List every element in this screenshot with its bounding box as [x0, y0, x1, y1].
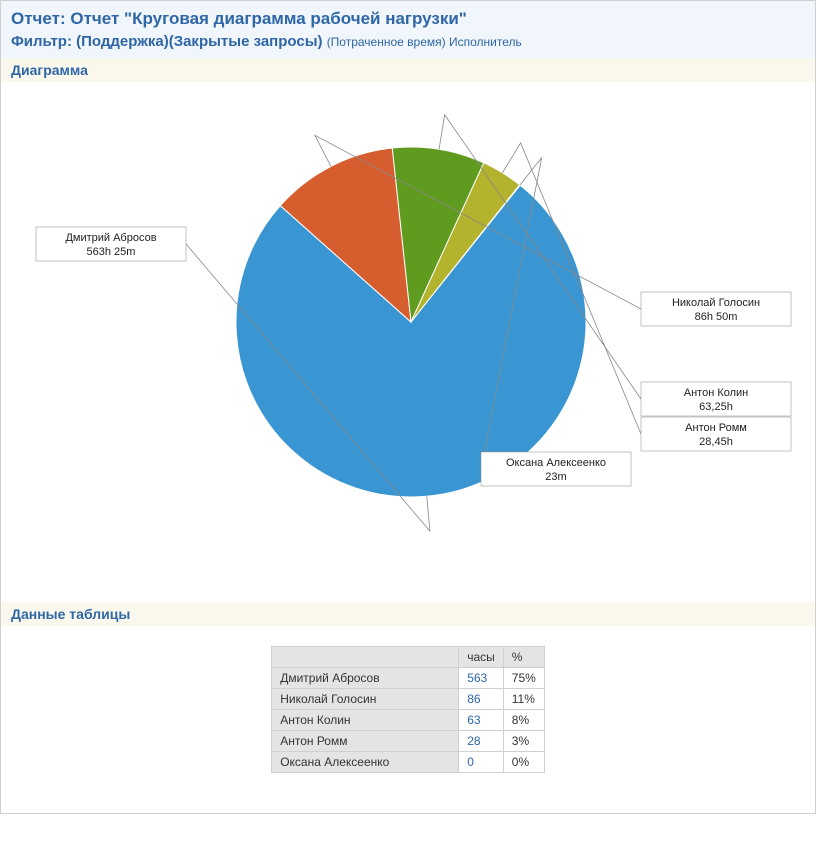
report-page: Отчет: Отчет "Круговая диаграмма рабочей… — [0, 0, 816, 814]
pie-chart: Дмитрий Абросов 563h 25m Николай Голосин 86… — [11, 92, 811, 592]
callout-name-romm: Антон Ромм — [685, 422, 747, 434]
callout-name-kolin: Антон Колин — [684, 387, 749, 399]
col-name — [272, 647, 459, 668]
hours-link[interactable]: 0 — [467, 755, 474, 769]
hours-link[interactable]: 86 — [467, 692, 480, 706]
col-pct: % — [503, 647, 544, 668]
table-row: Дмитрий Абросов 563 75% — [272, 668, 545, 689]
col-hours: часы — [459, 647, 504, 668]
table-row: Антон Колин 63 8% — [272, 710, 545, 731]
cell-pct: 75% — [503, 668, 544, 689]
section-chart-heading: Диаграмма — [1, 58, 815, 82]
hours-link[interactable]: 563 — [467, 671, 487, 685]
hours-link[interactable]: 28 — [467, 734, 480, 748]
chart-area: Дмитрий Абросов 563h 25m Николай Голосин 86… — [1, 82, 815, 602]
table-area: часы % Дмитрий Абросов56375%Николай Голо… — [1, 626, 815, 813]
report-title: Отчет: Отчет "Круговая диаграмма рабочей… — [11, 9, 805, 29]
hours-link[interactable]: 63 — [467, 713, 480, 727]
cell-name: Оксана Алексеенко — [272, 752, 459, 773]
table-row: Антон Ромм 28 3% — [272, 731, 545, 752]
cell-hours: 63 — [459, 710, 504, 731]
cell-hours: 0 — [459, 752, 504, 773]
cell-hours: 28 — [459, 731, 504, 752]
cell-name: Антон Ромм — [272, 731, 459, 752]
cell-hours: 563 — [459, 668, 504, 689]
cell-name: Дмитрий Абросов — [272, 668, 459, 689]
callout-name-oksana: Оксана Алексеенко — [506, 457, 606, 469]
cell-pct: 11% — [503, 689, 544, 710]
report-filter: Фильтр: (Поддержка)(Закрытые запросы) (П… — [11, 33, 805, 50]
cell-pct: 0% — [503, 752, 544, 773]
table-row: Николай Голосин 86 11% — [272, 689, 545, 710]
report-header: Отчет: Отчет "Круговая диаграмма рабочей… — [1, 1, 815, 58]
callout-value-oksana: 23m — [545, 471, 566, 483]
cell-pct: 3% — [503, 731, 544, 752]
table-row: Оксана Алексеенко 0 0% — [272, 752, 545, 773]
filter-sub: (Потраченное время) Исполнитель — [327, 35, 522, 49]
cell-name: Николай Голосин — [272, 689, 459, 710]
cell-name: Антон Колин — [272, 710, 459, 731]
callout-value-nikolai: 86h 50m — [695, 311, 738, 323]
section-table-heading: Данные таблицы — [1, 602, 815, 626]
callout-name-nikolai: Николай Голосин — [672, 297, 760, 309]
data-table: часы % Дмитрий Абросов56375%Николай Голо… — [271, 646, 545, 773]
callout-value-kolin: 63,25h — [699, 401, 733, 413]
callout-value-romm: 28,45h — [699, 436, 733, 448]
table-header-row: часы % — [272, 647, 545, 668]
cell-hours: 86 — [459, 689, 504, 710]
callout-value-dmitry: 563h 25m — [87, 246, 136, 258]
callout-name-dmitry: Дмитрий Абросов — [65, 232, 156, 244]
filter-main: Фильтр: (Поддержка)(Закрытые запросы) — [11, 33, 323, 50]
cell-pct: 8% — [503, 710, 544, 731]
